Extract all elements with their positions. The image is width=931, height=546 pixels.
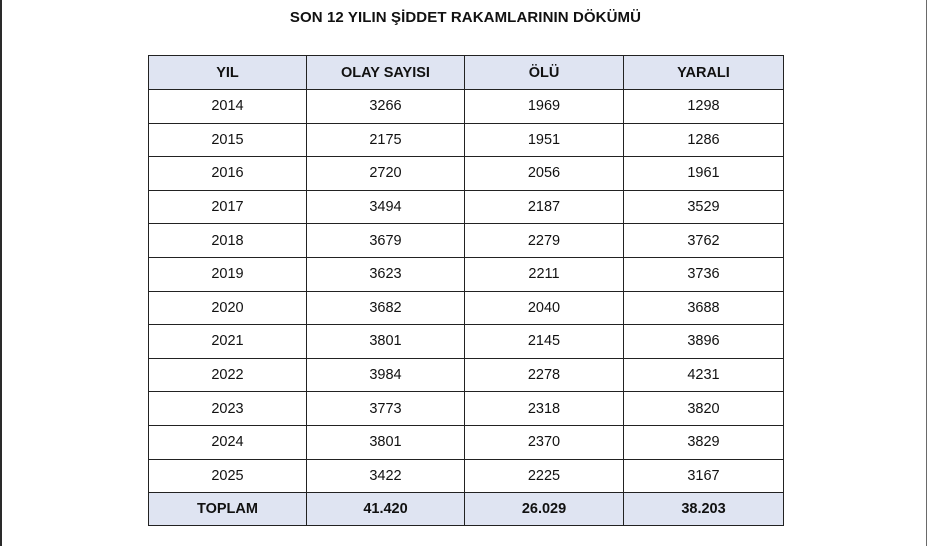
cell-wounded: 3688 [623, 290, 784, 326]
cell-year: 2016 [148, 156, 307, 191]
cell-year: 2014 [148, 89, 307, 124]
cell-wounded: 3529 [623, 189, 784, 225]
page-edge-left [0, 0, 2, 546]
cell-dead: 1951 [464, 122, 624, 158]
cell-wounded: 3896 [623, 324, 784, 359]
cell-dead: 2211 [464, 256, 624, 292]
cell-year: 2017 [148, 189, 307, 225]
table-row: 2016 2720 2056 1961 [148, 156, 784, 191]
cell-year: 2019 [148, 256, 307, 292]
cell-incident-count: 3801 [306, 424, 465, 460]
header-year: YIL [148, 55, 307, 90]
cell-incident-count: 3266 [306, 89, 465, 124]
cell-dead: 2279 [464, 223, 624, 258]
cell-year: 2015 [148, 122, 307, 158]
cell-incident-count: 3682 [306, 290, 465, 326]
header-incident-count: OLAY SAYISI [306, 55, 465, 90]
cell-dead: 2370 [464, 424, 624, 460]
total-label: TOPLAM [148, 492, 307, 527]
table-row: 2018 3679 2279 3762 [148, 223, 784, 258]
page-edge-right [926, 0, 927, 546]
cell-dead: 1969 [464, 89, 624, 124]
cell-incident-count: 3623 [306, 256, 465, 292]
cell-dead: 2145 [464, 324, 624, 359]
cell-year: 2020 [148, 290, 307, 326]
cell-dead: 2318 [464, 391, 624, 426]
cell-dead: 2225 [464, 458, 624, 494]
cell-dead: 2056 [464, 156, 624, 191]
cell-wounded: 3820 [623, 391, 784, 426]
table-row: 2025 3422 2225 3167 [148, 458, 784, 494]
table-header-row: YIL OLAY SAYISI ÖLÜ YARALI [148, 55, 784, 90]
cell-wounded: 4231 [623, 357, 784, 393]
table-row: 2020 3682 2040 3688 [148, 290, 784, 326]
cell-wounded: 1286 [623, 122, 784, 158]
cell-dead: 2278 [464, 357, 624, 393]
violence-statistics-table: YIL OLAY SAYISI ÖLÜ YARALI 2014 3266 196… [148, 55, 784, 527]
cell-incident-count: 3494 [306, 189, 465, 225]
cell-wounded: 3762 [623, 223, 784, 258]
table-row: 2024 3801 2370 3829 [148, 424, 784, 460]
cell-dead: 2187 [464, 189, 624, 225]
total-dead: 26.029 [464, 492, 624, 527]
cell-wounded: 1961 [623, 156, 784, 191]
table-row: 2019 3623 2211 3736 [148, 256, 784, 292]
cell-incident-count: 3422 [306, 458, 465, 494]
cell-incident-count: 3984 [306, 357, 465, 393]
cell-incident-count: 3801 [306, 324, 465, 359]
header-dead: ÖLÜ [464, 55, 624, 90]
document-title: SON 12 YILIN ŞİDDET RAKAMLARININ DÖKÜMÜ [289, 9, 642, 26]
table-row: 2017 3494 2187 3529 [148, 189, 784, 225]
cell-incident-count: 2175 [306, 122, 465, 158]
cell-year: 2024 [148, 424, 307, 460]
cell-dead: 2040 [464, 290, 624, 326]
cell-wounded: 3829 [623, 424, 784, 460]
cell-year: 2018 [148, 223, 307, 258]
total-wounded: 38.203 [623, 492, 784, 527]
cell-year: 2025 [148, 458, 307, 494]
cell-incident-count: 3679 [306, 223, 465, 258]
cell-incident-count: 2720 [306, 156, 465, 191]
cell-wounded: 1298 [623, 89, 784, 124]
cell-year: 2021 [148, 324, 307, 359]
total-row: TOPLAM 41.420 26.029 38.203 [148, 492, 784, 527]
cell-year: 2022 [148, 357, 307, 393]
cell-year: 2023 [148, 391, 307, 426]
table-row: 2014 3266 1969 1298 [148, 89, 784, 124]
table-row: 2023 3773 2318 3820 [148, 391, 784, 426]
header-wounded: YARALI [623, 55, 784, 90]
total-incident-count: 41.420 [306, 492, 465, 527]
table-row: 2021 3801 2145 3896 [148, 324, 784, 359]
cell-wounded: 3736 [623, 256, 784, 292]
table-row: 2022 3984 2278 4231 [148, 357, 784, 393]
cell-wounded: 3167 [623, 458, 784, 494]
table-row: 2015 2175 1951 1286 [148, 122, 784, 158]
cell-incident-count: 3773 [306, 391, 465, 426]
